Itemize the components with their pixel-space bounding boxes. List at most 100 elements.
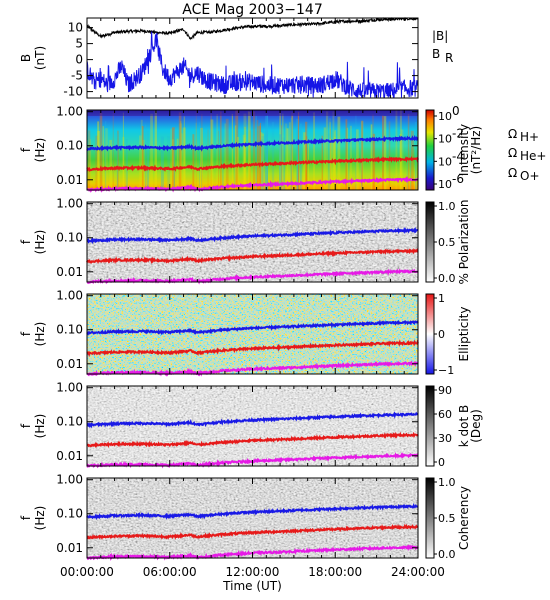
intensity-streak (372, 114, 374, 190)
y-axis-unit: (Hz) (33, 138, 47, 163)
intensity-streak (201, 128, 203, 190)
intensity-streak (234, 127, 236, 190)
cyclotron-line-he-panel-3 (86, 339, 419, 358)
intensity-streak (144, 124, 147, 190)
intensity-streak (146, 130, 149, 190)
intensity-streak (361, 121, 363, 190)
intensity-streak (384, 116, 387, 190)
y-tick-label: 1.00 (56, 197, 83, 211)
intensity-streak (329, 122, 331, 190)
intensity-streak (325, 111, 329, 190)
intensity-streak (265, 115, 268, 190)
intensity-streak (279, 112, 282, 190)
intensity-streak (388, 121, 391, 190)
intensity-streak (256, 120, 259, 190)
x-tick-label: 24:00:00 (391, 565, 445, 579)
intensity-streak (346, 127, 348, 190)
colorbar-tick-label: 10 (438, 178, 452, 191)
y-tick-label: 1.00 (56, 473, 83, 487)
intensity-streak (252, 111, 256, 190)
intensity-streak (105, 121, 107, 190)
intensity-streak (235, 110, 239, 190)
x-tick-label: 18:00:00 (308, 565, 362, 579)
intensity-streak (288, 122, 291, 190)
y-tick-label: 0.01 (56, 449, 83, 463)
y-tick-label: -5 (71, 69, 83, 83)
colorbar-label: Ellipticity (457, 307, 471, 362)
colorbar-tick-exponent: -4 (452, 149, 464, 163)
intensity-streak (248, 130, 251, 190)
intensity-streak (323, 127, 327, 190)
cyclotron-line-he-panel-2 (86, 248, 419, 265)
intensity-streak (160, 136, 164, 190)
intensity-streak (112, 111, 114, 190)
intensity-streak (222, 127, 224, 190)
x-tick-label: 06:00:00 (143, 565, 197, 579)
ellipticity-colorbar (425, 293, 435, 375)
kdotb-colorbar (425, 385, 435, 467)
intensity-streak (242, 134, 246, 190)
polarization-colorbar (425, 201, 435, 283)
intensity-streak (180, 121, 182, 190)
intensity-streak (167, 136, 171, 190)
legend-o-plus-subscript: O+ (520, 169, 540, 183)
colorbar-tick-label: 30 (438, 432, 452, 445)
intensity-streak (89, 139, 92, 190)
intensity-streak (290, 117, 293, 190)
intensity-streak (176, 138, 179, 190)
colorbar-tick-label: 1.0 (438, 200, 456, 213)
intensity-streak (234, 125, 237, 190)
intensity-streak (199, 122, 200, 190)
intensity-streak (231, 113, 233, 190)
intensity-streak (329, 118, 331, 190)
intensity-streak (297, 130, 300, 190)
intensity-streak (104, 128, 108, 190)
intensity-streak (355, 114, 357, 190)
intensity-streak (207, 129, 209, 190)
coherency-colorbar (425, 477, 435, 559)
y-tick-label: -10 (63, 85, 83, 99)
kdotb-spectrogram (87, 386, 418, 466)
y-axis-unit: (Hz) (33, 230, 47, 255)
y-tick-label: 0.10 (56, 323, 83, 337)
intensity-streak (255, 116, 257, 190)
intensity-streak (266, 115, 268, 190)
intensity-streak (330, 128, 331, 190)
intensity-streak (332, 139, 335, 190)
intensity-streak (372, 133, 376, 190)
colorbar-tick-exponent: -2 (452, 127, 464, 141)
colorbar-tick-label: 10 (438, 155, 452, 168)
y-axis-label: f (19, 423, 33, 428)
y-axis-unit: (Hz) (33, 414, 47, 439)
intensity-streak (257, 126, 259, 190)
intensity-streak (407, 113, 410, 190)
y-tick-label: 1.00 (56, 105, 83, 119)
colorbar-tick-label: −1 (438, 364, 454, 377)
legend-h-plus-subscript: H+ (520, 130, 539, 144)
intensity-streak (88, 130, 91, 190)
intensity-streak (415, 122, 417, 190)
intensity-streak (210, 119, 214, 190)
y-tick-label: 0.10 (56, 139, 83, 153)
legend-h-plus: Ω (508, 127, 517, 141)
intensity-streak (150, 113, 153, 190)
colorbar-tick-label: 90 (438, 384, 452, 397)
intensity-streak (154, 110, 157, 190)
intensity-streak (171, 139, 174, 190)
y-tick-label: 0.10 (56, 231, 83, 245)
intensity-streak (179, 123, 183, 190)
intensity-streak (192, 134, 195, 190)
intensity-streak (95, 135, 99, 190)
intensity-streak (361, 120, 363, 190)
intensity-streak (201, 113, 203, 190)
y-tick-label: 0.01 (56, 265, 83, 279)
y-axis-unit: (Hz) (33, 506, 47, 531)
intensity-streak (247, 111, 250, 190)
intensity-streak (182, 127, 186, 190)
intensity-streak (117, 130, 119, 190)
intensity-streak (178, 112, 182, 190)
colorbar-tick-exponent: -6 (452, 172, 464, 186)
intensity-streak (291, 115, 293, 190)
intensity-streak (170, 128, 173, 190)
intensity-colorbar (425, 109, 435, 191)
